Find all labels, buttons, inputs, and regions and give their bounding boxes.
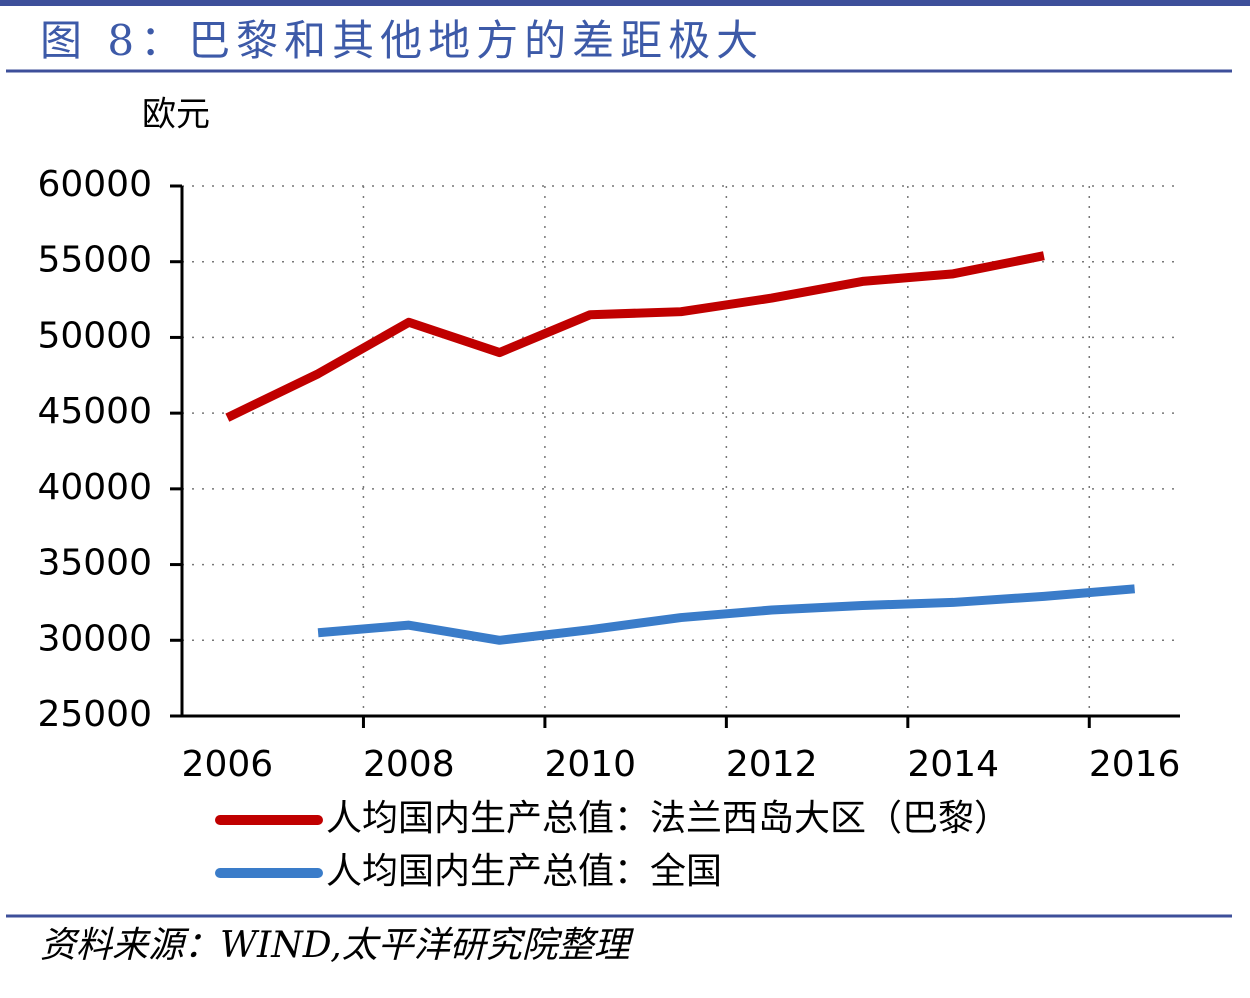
x-tick-label: 2006: [182, 744, 274, 785]
x-tick-label: 2008: [363, 744, 455, 785]
y-tick-label: 35000: [37, 543, 152, 584]
legend-label: 人均国内生产总值：全国: [326, 851, 722, 892]
y-tick-label: 40000: [37, 467, 152, 508]
source: 资料来源：WIND,太平洋研究院整理: [40, 925, 635, 966]
x-tick-label: 2012: [726, 744, 818, 785]
y-tick-label: 50000: [37, 315, 152, 356]
top-bar: [0, 0, 1250, 6]
series-line: [225, 251, 1045, 422]
x-tick-label: 2010: [544, 744, 636, 785]
series-line: [317, 584, 1136, 645]
y-axis-label: 欧元: [142, 95, 210, 135]
y-tick-label: 60000: [37, 164, 152, 205]
plot: 25000 30000 35000 40000 45000 50000 55000 60000…: [37, 164, 1180, 892]
x-tick-label: 2014: [907, 744, 999, 785]
y-tick-label: 55000: [37, 240, 152, 281]
y-tick-label: 30000: [37, 618, 152, 659]
y-tick-label: 45000: [37, 391, 152, 432]
x-tick-label: 2016: [1089, 744, 1181, 785]
legend-label: 人均国内生产总值：法兰西岛大区（巴黎）: [326, 798, 1010, 839]
chart-title: 图 8：巴黎和其他地方的差距极大: [40, 16, 764, 65]
y-tick-label: 25000: [37, 694, 152, 735]
